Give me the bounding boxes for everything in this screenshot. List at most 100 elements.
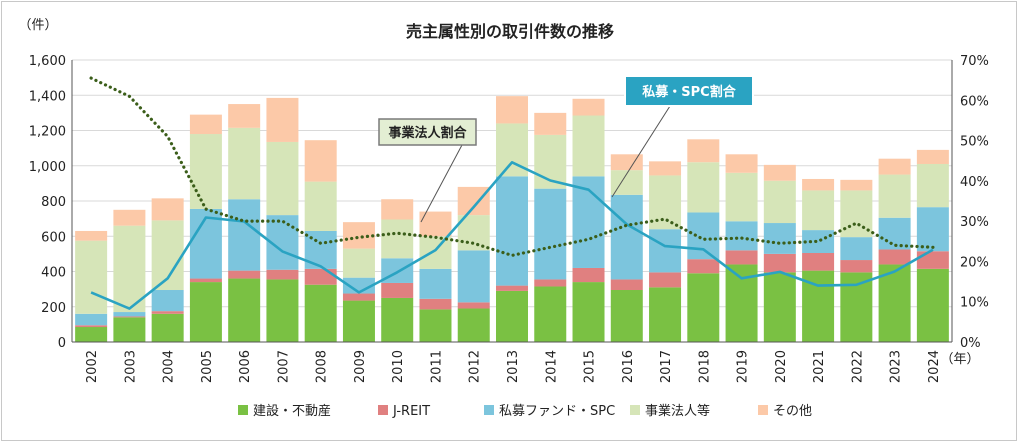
line-series bbox=[89, 76, 935, 258]
y-right-tick-label: 40% bbox=[960, 175, 989, 190]
bar-segment bbox=[610, 194, 643, 280]
bar-segment bbox=[687, 162, 720, 213]
bar-segment bbox=[419, 268, 452, 299]
bar-segment bbox=[228, 104, 261, 128]
x-tick-label: 2005 bbox=[200, 350, 215, 383]
bar-segment bbox=[113, 316, 146, 318]
x-tick-label: 2010 bbox=[391, 350, 406, 383]
bar-segment bbox=[763, 253, 796, 273]
x-tick-label: 2012 bbox=[468, 350, 483, 383]
bar-segment bbox=[151, 198, 184, 221]
bar-segment bbox=[189, 208, 222, 279]
callout-leader bbox=[611, 105, 671, 198]
bar-segment bbox=[916, 207, 949, 252]
chart-title: 売主属性別の取引件数の推移 bbox=[406, 22, 614, 41]
bar-layer bbox=[75, 96, 949, 342]
bar-segment bbox=[572, 282, 605, 342]
bar-segment bbox=[687, 259, 720, 274]
bar-segment bbox=[572, 176, 605, 268]
x-tick-label: 2021 bbox=[812, 350, 827, 383]
bar-segment bbox=[916, 268, 949, 342]
legend: 建設・不動産 J-REIT 私募ファンド・SPC 事業法人等 その他 bbox=[238, 403, 812, 419]
bar-segment bbox=[266, 141, 299, 216]
bar-segment bbox=[419, 309, 452, 342]
bar-segment bbox=[189, 134, 222, 209]
legend-swatch bbox=[484, 405, 494, 415]
x-tick-label: 2019 bbox=[736, 350, 751, 383]
bar-segment bbox=[802, 178, 835, 191]
bar-segment bbox=[151, 313, 184, 342]
bar-segment bbox=[228, 199, 261, 271]
bar-segment bbox=[649, 272, 682, 288]
bar-segment bbox=[381, 219, 414, 259]
bar-segment bbox=[151, 311, 184, 314]
y-left-tick-label: 200 bbox=[41, 301, 66, 316]
bar-segment bbox=[534, 286, 567, 342]
bar-segment bbox=[304, 284, 337, 342]
bar-segment bbox=[878, 217, 911, 250]
bar-segment bbox=[763, 223, 796, 254]
y-left-tick-label: 1,400 bbox=[29, 89, 66, 104]
bar-segment bbox=[266, 279, 299, 342]
bar-segment bbox=[457, 186, 490, 216]
line-series bbox=[90, 161, 934, 310]
x-tick-label: 2007 bbox=[276, 350, 291, 383]
bar-segment bbox=[687, 139, 720, 163]
bar-segment bbox=[725, 172, 758, 222]
bar-segment bbox=[610, 154, 643, 171]
bar-segment bbox=[763, 180, 796, 224]
bar-segment bbox=[113, 209, 146, 226]
y-right-tick-label: 10% bbox=[960, 296, 989, 311]
y-axis-right-ticks: 0% 10% 20% 30% 40% 50% 60% 70% bbox=[960, 54, 989, 351]
bar-segment bbox=[534, 188, 567, 280]
x-axis-ticks: 2002 2003 2004 2005 2006 2007 2008 2009 2010 2011… bbox=[85, 350, 942, 383]
bar-segment bbox=[572, 267, 605, 283]
bar-segment bbox=[878, 174, 911, 218]
bar-segment bbox=[840, 179, 873, 191]
bar-segment bbox=[840, 260, 873, 273]
callouts: 事業法人割合 私募・SPC割合 bbox=[378, 75, 754, 223]
bar-segment bbox=[189, 278, 222, 283]
bar-segment bbox=[916, 251, 949, 269]
x-tick-label: 2011 bbox=[429, 350, 444, 383]
bar-segment bbox=[496, 176, 528, 286]
bar-segment bbox=[457, 215, 490, 251]
bar-segment bbox=[113, 317, 146, 342]
bar-segment bbox=[916, 149, 949, 164]
bar-segment bbox=[151, 290, 184, 312]
x-tick-label: 2003 bbox=[123, 350, 138, 383]
bar-segment bbox=[381, 297, 414, 342]
axes bbox=[71, 60, 953, 343]
bar-segment bbox=[75, 240, 108, 314]
bar-segment bbox=[840, 272, 873, 342]
bar-segment bbox=[916, 163, 949, 208]
bar-segment bbox=[342, 248, 375, 278]
x-tick-label: 2009 bbox=[353, 350, 368, 383]
bar-segment bbox=[75, 327, 108, 342]
bar-segment bbox=[266, 97, 299, 142]
bar-segment bbox=[496, 96, 528, 124]
bar-segment bbox=[725, 250, 758, 265]
bar-segment bbox=[457, 302, 490, 309]
legend-label: その他 bbox=[773, 404, 812, 419]
bar-segment bbox=[342, 222, 375, 249]
legend-swatch bbox=[630, 405, 640, 415]
bar-segment bbox=[228, 278, 261, 342]
bar-segment bbox=[228, 270, 261, 279]
callout-label: 私募・SPC割合 bbox=[642, 84, 736, 100]
bar-segment bbox=[725, 221, 758, 251]
bar-segment bbox=[610, 279, 643, 291]
line-layer bbox=[89, 76, 935, 310]
y-right-tick-label: 70% bbox=[960, 54, 989, 69]
bar-segment bbox=[496, 285, 528, 291]
x-tick-label: 2022 bbox=[850, 350, 865, 383]
callout-leader bbox=[420, 144, 463, 223]
callout-label: 事業法人割合 bbox=[388, 125, 467, 141]
x-tick-label: 2020 bbox=[774, 350, 789, 383]
y-left-tick-label: 0 bbox=[58, 336, 66, 351]
bar-segment bbox=[878, 264, 911, 342]
bar-segment bbox=[802, 190, 835, 231]
bar-segment bbox=[381, 199, 414, 220]
legend-label: 私募ファンド・SPC bbox=[499, 404, 615, 419]
